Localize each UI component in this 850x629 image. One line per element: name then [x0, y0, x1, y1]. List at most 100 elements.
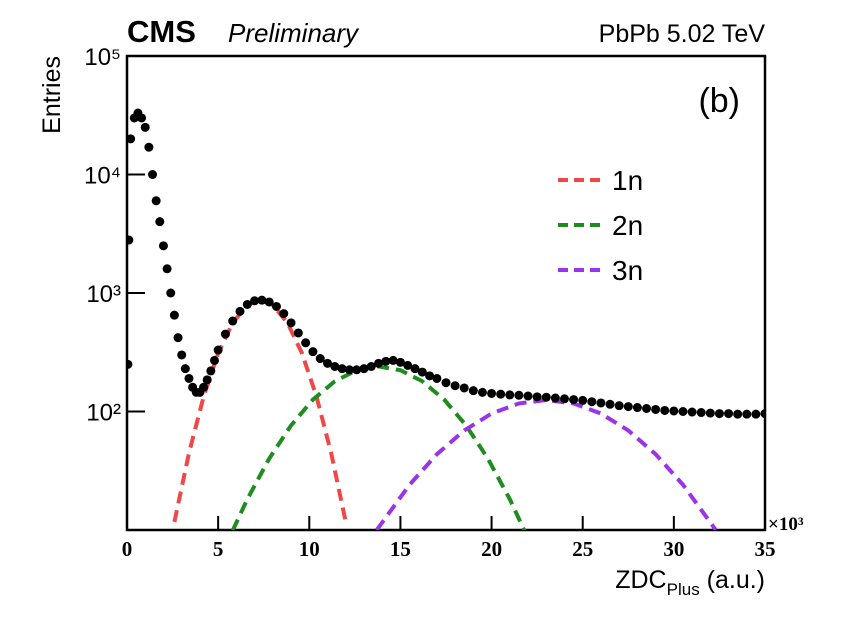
data-point [505, 390, 515, 400]
data-point [301, 338, 311, 348]
data-point [293, 328, 303, 338]
data-point [541, 392, 551, 402]
panel-label: (b) [698, 82, 740, 120]
data-point [724, 409, 734, 419]
data-point [587, 397, 597, 407]
data-point [257, 295, 267, 305]
x-tick-label: 35 [755, 537, 776, 561]
x-tick-label: 20 [481, 537, 502, 561]
data-point [352, 365, 362, 375]
y-tick-label: 10³ [86, 281, 121, 308]
data-point [596, 398, 606, 408]
data-point [228, 316, 238, 326]
data-point [550, 393, 560, 403]
data-point [127, 359, 133, 369]
data-point [177, 350, 187, 360]
data-point [632, 403, 642, 413]
data-point [714, 409, 724, 419]
data-point [144, 142, 154, 152]
y-axis-label: Entries [38, 56, 66, 134]
data-point [374, 358, 384, 368]
data-point [669, 406, 679, 416]
data-point [162, 264, 172, 274]
data-point [264, 297, 274, 307]
data-point [578, 395, 588, 405]
data-point [315, 354, 325, 364]
data-point [696, 408, 706, 418]
data-point [271, 301, 281, 311]
data-point [359, 364, 369, 374]
data-point [184, 373, 194, 383]
data-point [279, 309, 289, 319]
data-point [206, 366, 216, 376]
data-point [140, 122, 150, 132]
data-point [202, 375, 212, 385]
data-point [678, 407, 688, 416]
x-tick-label: 5 [213, 537, 224, 561]
data-point [605, 399, 615, 409]
x-tick-label: 10 [299, 537, 320, 561]
data-point [213, 345, 223, 355]
data-point [148, 170, 158, 179]
data-point [733, 409, 743, 419]
x-tick-label: 15 [390, 537, 411, 561]
status: Preliminary [228, 18, 360, 48]
x-tick-label: 25 [572, 537, 593, 561]
data-point [366, 361, 376, 371]
data-point [337, 364, 347, 374]
data-point [623, 402, 633, 412]
data-point [381, 356, 391, 366]
legend-label: 2n [612, 210, 643, 241]
plot-area [127, 108, 765, 530]
x-label-sub: Plus [667, 580, 700, 599]
data-point [559, 394, 569, 404]
data-point [169, 310, 179, 320]
fit-curve [375, 398, 718, 530]
data-point [687, 407, 697, 417]
data-point [450, 381, 460, 391]
experiment: CMS [127, 14, 196, 49]
data-point [403, 360, 413, 370]
data-point [760, 409, 765, 419]
data-point [137, 113, 147, 123]
data-point [242, 299, 252, 309]
data-point [751, 409, 761, 419]
data-point [308, 347, 318, 357]
data-point [660, 405, 670, 415]
collision: PbPb 5.02 TeV [599, 20, 766, 48]
data-point [250, 296, 260, 306]
data-point [614, 401, 624, 411]
data-point [514, 390, 524, 400]
data-point [425, 371, 435, 381]
data-point [344, 365, 354, 375]
x-label-main: ZDC [615, 566, 666, 594]
data-point [705, 408, 715, 418]
data-point [468, 386, 478, 396]
data-point [209, 355, 219, 365]
x-axis-label: ZDCPlus (a.u.) [615, 566, 765, 599]
x-tick-label: 30 [663, 537, 684, 561]
data-point [395, 357, 405, 367]
data-point [477, 387, 487, 397]
data-point [432, 373, 442, 383]
data-point [330, 361, 340, 371]
data-point [532, 392, 542, 402]
data-point [127, 134, 136, 144]
data-point [459, 383, 469, 393]
data-point [410, 364, 420, 374]
y-tick-label: 10⁴ [84, 163, 121, 190]
data-point [127, 235, 134, 245]
x-tick-label: 0 [122, 537, 133, 561]
data-point [151, 196, 161, 206]
data-point [496, 389, 506, 399]
y-tick-label: 10⁵ [84, 44, 121, 71]
data-point [417, 367, 427, 377]
data-point [388, 355, 398, 365]
data-point [220, 329, 230, 339]
data-point [199, 382, 209, 392]
x-multiplier: ×10³ [768, 514, 804, 535]
legend-label: 3n [612, 255, 643, 286]
data-point [235, 306, 245, 316]
data-point [166, 288, 176, 298]
